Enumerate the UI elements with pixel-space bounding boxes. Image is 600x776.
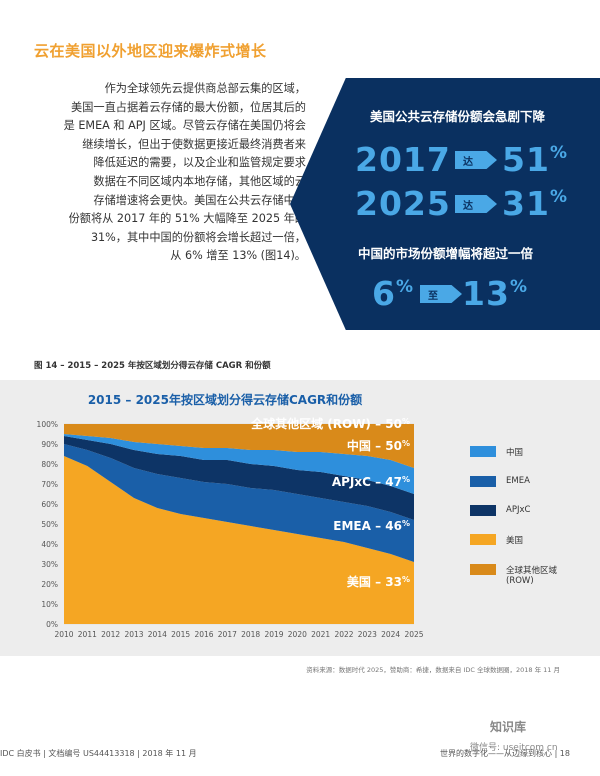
body-line: 存储增速将会更快。美国在公共云存储中的: [93, 193, 306, 207]
area-series: [64, 436, 414, 520]
stat-china-to-unit: %: [509, 277, 528, 297]
chart-legend: 中国 EMEA APJxC 美国全球其他区域 (ROW): [470, 446, 580, 604]
series-annotation: 美国 – 33%: [347, 574, 410, 589]
body-line: 美国一直占据着云存储的最大份额，位居其后的: [71, 100, 306, 114]
x-tick-label: 2019: [264, 630, 283, 639]
x-tick-label: 2018: [241, 630, 260, 639]
stat-2017-number: 51: [502, 140, 550, 179]
legend-swatch: [470, 564, 496, 575]
y-tick-label: 40%: [41, 540, 58, 549]
series-annotation: APJxC – 47%: [332, 475, 410, 489]
area-chart: 0% 10% 20% 30% 40% 50% 60% 70% 80% 90% 100% 2010 201…: [37, 416, 424, 639]
legend-item: 美国: [470, 534, 580, 546]
area-series: [64, 444, 414, 562]
series-annotation: EMEA – 46%: [333, 519, 410, 533]
stat-2025-year: 2025: [355, 184, 451, 223]
y-tick-label: 90%: [41, 440, 58, 449]
x-tick-label: 2016: [194, 630, 213, 639]
y-tick-label: 20%: [41, 580, 58, 589]
body-line: 从 6% 增至 13% (图14)。: [170, 249, 306, 263]
chart-title: 2015 – 2025年按区域划分得云存储CAGR和份额: [87, 393, 363, 407]
x-tick-label: 2021: [311, 630, 330, 639]
x-tick-label: 2024: [381, 630, 400, 639]
body-line: 作为全球领先云提供商总部云集的区域，: [104, 82, 306, 95]
x-tick-label: 2011: [78, 630, 97, 639]
y-tick-label: 80%: [41, 460, 58, 469]
x-tick-label: 2015: [171, 630, 190, 639]
legend-swatch: [470, 505, 496, 516]
x-tick-label: 2022: [334, 630, 353, 639]
legend-label: EMEA: [506, 476, 530, 486]
legend-swatch: [470, 476, 496, 487]
source-note: 资料来源：数据时代 2025，赞助商：希捷，数据来自 IDC 全球数据圈，201…: [306, 666, 560, 674]
stat-china-tag: 至: [420, 285, 462, 303]
legend-item: APJxC: [470, 505, 580, 516]
y-tick-label: 10%: [41, 600, 58, 609]
area-series: [64, 424, 414, 468]
y-tick-label: 70%: [41, 480, 58, 489]
legend-label: 美国: [506, 536, 524, 546]
stat-china-to: 13%: [462, 274, 528, 313]
legend-swatch: [470, 446, 496, 457]
x-tick-label: 2014: [148, 630, 167, 639]
stat-2025-value: 31%: [502, 184, 568, 223]
stat-china-from-number: 6: [372, 274, 396, 313]
y-tick-label: 30%: [41, 560, 58, 569]
figure-caption: 图 14 – 2015 – 2025 年按区域划分得云存储 CAGR 和份额: [34, 361, 271, 371]
footer-left: IDC 白皮书 | 文档编号 US44413318 | 2018 年 11 月: [0, 749, 197, 758]
stat-2017-unit: %: [549, 143, 568, 163]
y-tick-label: 100%: [37, 420, 58, 429]
body-line: 份额将从 2017 年的 51% 大幅降至 2025 年的: [68, 212, 306, 226]
x-tick-label: 2023: [358, 630, 377, 639]
stat-2025-tag: 达: [455, 195, 497, 213]
body-line: 数据在不同区域内本地存储，其他区域的云: [93, 174, 306, 188]
body-line: 是 EMEA 和 APJ 区域。尽管云存储在美国仍将会: [63, 119, 306, 133]
y-tick-label: 0%: [46, 620, 58, 629]
legend-label: APJxC: [506, 505, 531, 515]
legend-item: 全球其他区域 (ROW): [470, 564, 580, 586]
stat-2025-number: 31: [502, 184, 550, 223]
series-annotation: 全球其他区域 (ROW) – 50%: [250, 416, 410, 431]
series-annotation: 中国 – 50%: [347, 438, 410, 453]
x-tick-label: 2017: [218, 630, 237, 639]
footer-right: 世界的数字化——从边缘到核心 | 18: [440, 749, 570, 758]
legend-label: 全球其他区域 (ROW): [506, 566, 558, 586]
x-tick-label: 2010: [54, 630, 73, 639]
stat-2017-value: 51%: [502, 140, 568, 179]
watermark-wechat: 微信号: useitcom cn: [470, 743, 558, 753]
legend-item: EMEA: [470, 476, 580, 487]
body-line: 降低延迟的需要，以及企业和监管规定要求: [93, 156, 306, 170]
banner-headline-china: 中国的市场份额增幅将超过一倍: [358, 246, 534, 261]
legend-label: 中国: [506, 448, 524, 458]
banner-headline-us: 美国公共云存储份额会急剧下降: [370, 109, 546, 124]
stat-china-from: 6%: [372, 274, 414, 313]
x-tick-label: 2012: [101, 630, 120, 639]
stat-2017-tag: 达: [455, 151, 497, 169]
stat-2017-year: 2017: [355, 140, 451, 179]
stat-china-from-unit: %: [395, 277, 415, 297]
watermark-brand: 知识库: [490, 720, 527, 734]
x-tick-label: 2020: [288, 630, 307, 639]
stat-china-to-number: 13: [462, 274, 510, 313]
section-heading: 云在美国以外地区迎来爆炸式增长: [34, 42, 267, 60]
y-tick-label: 60%: [41, 500, 58, 509]
x-tick-label: 2025: [404, 630, 423, 639]
legend-item: 中国: [470, 446, 580, 458]
y-tick-label: 50%: [41, 520, 58, 529]
body-line: 继续增长，但出于使数据更接近最终消费者来: [82, 137, 306, 151]
area-series: [64, 434, 414, 494]
area-series: [64, 456, 414, 624]
x-tick-label: 2013: [124, 630, 143, 639]
stat-2025-unit: %: [549, 187, 568, 207]
body-line: 31%，其中中国的份额将会增长超过一倍，: [90, 230, 306, 244]
body-paragraph: 作为全球领先云提供商总部云集的区域， 美国一直占据着云存储的最大份额，位居其后的是…: [26, 80, 306, 266]
legend-swatch: [470, 534, 496, 545]
